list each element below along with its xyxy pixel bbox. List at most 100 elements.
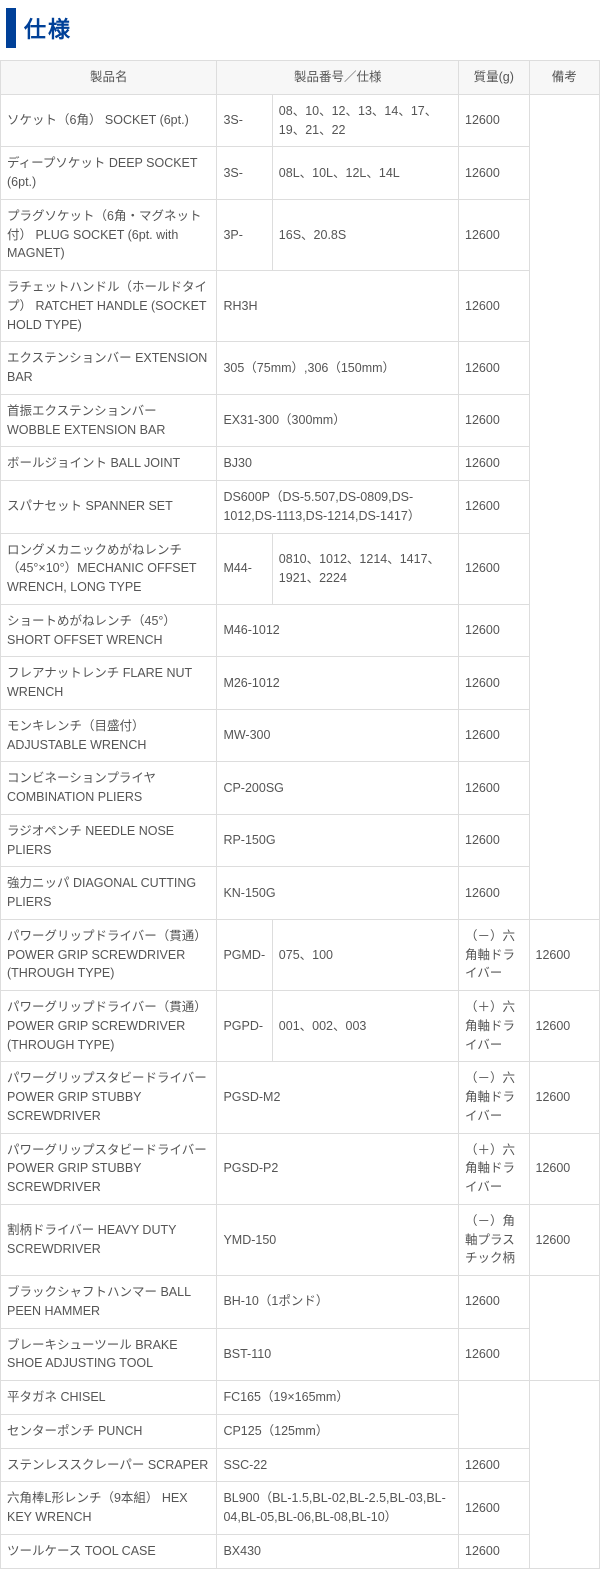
table-row: コンビネーションプライヤ COMBINATION PLIERSCP-200SG1… bbox=[1, 762, 600, 815]
cell-mass: 12600 bbox=[459, 342, 529, 395]
cell-name: モンキレンチ（目盛付） ADJUSTABLE WRENCH bbox=[1, 709, 217, 762]
cell-name: ラチェットハンドル（ホールドタイプ） RATCHET HANDLE (SOCKE… bbox=[1, 271, 217, 342]
th-name: 製品名 bbox=[1, 61, 217, 95]
cell-name: 首振エクステンションバー WOBBLE EXTENSION BAR bbox=[1, 394, 217, 447]
cell-note: 12600 bbox=[529, 919, 600, 990]
cell-mass: （＋）六角軸ドライバー bbox=[459, 1133, 529, 1204]
cell-mass: （－）角軸プラスチック柄 bbox=[459, 1204, 529, 1275]
table-row: 首振エクステンションバー WOBBLE EXTENSION BAREX31-30… bbox=[1, 394, 600, 447]
cell-mass: 12600 bbox=[459, 199, 529, 270]
cell-spec: M46-1012 bbox=[217, 604, 459, 657]
cell-name: 六角棒L形レンチ（9本組） HEX KEY WRENCH bbox=[1, 1482, 217, 1535]
cell-spec: 08L、10L、12L、14L bbox=[272, 147, 458, 200]
th-note: 備考 bbox=[529, 61, 600, 95]
cell-name: ブラックシャフトハンマー BALL PEEN HAMMER bbox=[1, 1276, 217, 1329]
cell-spec: MW-300 bbox=[217, 709, 459, 762]
cell-mass bbox=[459, 1381, 529, 1449]
cell-spec: 08、10、12、13、14、17、19、21、22 bbox=[272, 94, 458, 147]
cell-spec: KN-150G bbox=[217, 867, 459, 920]
cell-note: 12600 bbox=[529, 991, 600, 1062]
table-row: パワーグリップスタビードライバー POWER GRIP STUBBY SCREW… bbox=[1, 1062, 600, 1133]
cell-code: M44- bbox=[217, 533, 272, 604]
cell-spec: 0810、1012、1214、1417、1921、2224 bbox=[272, 533, 458, 604]
cell-name: ロングメカニックめがねレンチ（45°×10°）MECHANIC OFFSET W… bbox=[1, 533, 217, 604]
cell-mass: 12600 bbox=[459, 94, 529, 147]
table-row: ブレーキシューツール BRAKE SHOE ADJUSTING TOOLBST-… bbox=[1, 1328, 600, 1381]
table-row: 強力ニッパ DIAGONAL CUTTING PLIERSKN-150G1260… bbox=[1, 867, 600, 920]
table-row: ラジオペンチ NEEDLE NOSE PLIERSRP-150G12600 bbox=[1, 814, 600, 867]
cell-name: 割柄ドライバー HEAVY DUTY SCREWDRIVER bbox=[1, 1204, 217, 1275]
table-row: ロングメカニックめがねレンチ（45°×10°）MECHANIC OFFSET W… bbox=[1, 533, 600, 604]
cell-mass: 12600 bbox=[459, 657, 529, 710]
table-row: ディープソケット DEEP SOCKET (6pt.)3S-08L、10L、12… bbox=[1, 147, 600, 200]
cell-spec: SSC-22 bbox=[217, 1448, 459, 1482]
cell-name: センターポンチ PUNCH bbox=[1, 1414, 217, 1448]
cell-spec: 075、100 bbox=[272, 919, 458, 990]
cell-spec: FC165（19×165mm） bbox=[217, 1381, 459, 1415]
cell-mass: 12600 bbox=[459, 1448, 529, 1482]
cell-mass: 12600 bbox=[459, 1482, 529, 1535]
cell-name: ステンレススクレーパー SCRAPER bbox=[1, 1448, 217, 1482]
cell-name: ショートめがねレンチ（45°） SHORT OFFSET WRENCH bbox=[1, 604, 217, 657]
cell-name: ブレーキシューツール BRAKE SHOE ADJUSTING TOOL bbox=[1, 1328, 217, 1381]
table-row: ソケット（6角） SOCKET (6pt.)3S-08、10、12、13、14、… bbox=[1, 94, 600, 147]
cell-name: パワーグリップドライバー（貫通） POWER GRIP SCREWDRIVER … bbox=[1, 919, 217, 990]
cell-note bbox=[529, 1276, 600, 1381]
cell-name: フレアナットレンチ FLARE NUT WRENCH bbox=[1, 657, 217, 710]
table-row: パワーグリップドライバー（貫通） POWER GRIP SCREWDRIVER … bbox=[1, 991, 600, 1062]
cell-mass: 12600 bbox=[459, 867, 529, 920]
cell-note: 12600 bbox=[529, 1133, 600, 1204]
cell-spec: PGSD-M2 bbox=[217, 1062, 459, 1133]
cell-name: ディープソケット DEEP SOCKET (6pt.) bbox=[1, 147, 217, 200]
cell-spec: DS600P（DS-5.507,DS-0809,DS-1012,DS-1113,… bbox=[217, 481, 459, 534]
cell-name: 強力ニッパ DIAGONAL CUTTING PLIERS bbox=[1, 867, 217, 920]
table-row: ラチェットハンドル（ホールドタイプ） RATCHET HANDLE (SOCKE… bbox=[1, 271, 600, 342]
cell-name: エクステンションバー EXTENSION BAR bbox=[1, 342, 217, 395]
table-row: パワーグリップドライバー（貫通） POWER GRIP SCREWDRIVER … bbox=[1, 919, 600, 990]
cell-spec: BL900（BL-1.5,BL-02,BL-2.5,BL-03,BL-04,BL… bbox=[217, 1482, 459, 1535]
cell-spec: BX430 bbox=[217, 1534, 459, 1568]
cell-mass: 12600 bbox=[459, 604, 529, 657]
cell-mass: （－）六角軸ドライバー bbox=[459, 919, 529, 990]
table-row: ツールケース TOOL CASEBX43012600 bbox=[1, 1534, 600, 1568]
cell-code: 3P- bbox=[217, 199, 272, 270]
cell-mass: 12600 bbox=[459, 147, 529, 200]
table-row: 割柄ドライバー HEAVY DUTY SCREWDRIVERYMD-150（－）… bbox=[1, 1204, 600, 1275]
cell-spec: YMD-150 bbox=[217, 1204, 459, 1275]
cell-spec: EX31-300（300mm） bbox=[217, 394, 459, 447]
cell-mass: 12600 bbox=[459, 533, 529, 604]
cell-name: ボールジョイント BALL JOINT bbox=[1, 447, 217, 481]
cell-name: ラジオペンチ NEEDLE NOSE PLIERS bbox=[1, 814, 217, 867]
cell-note bbox=[529, 94, 600, 919]
cell-name: パワーグリップスタビードライバー POWER GRIP STUBBY SCREW… bbox=[1, 1062, 217, 1133]
cell-name: スパナセット SPANNER SET bbox=[1, 481, 217, 534]
cell-mass: 12600 bbox=[459, 814, 529, 867]
table-row: ブラックシャフトハンマー BALL PEEN HAMMERBH-10（1ポンド）… bbox=[1, 1276, 600, 1329]
cell-code: PGMD- bbox=[217, 919, 272, 990]
cell-spec: CP-200SG bbox=[217, 762, 459, 815]
cell-code: 3S- bbox=[217, 94, 272, 147]
cell-code: 3S- bbox=[217, 147, 272, 200]
cell-name: パワーグリップドライバー（貫通） POWER GRIP SCREWDRIVER … bbox=[1, 991, 217, 1062]
cell-mass: 12600 bbox=[459, 1276, 529, 1329]
th-mass: 質量(g) bbox=[459, 61, 529, 95]
cell-spec: PGSD-P2 bbox=[217, 1133, 459, 1204]
cell-spec: M26-1012 bbox=[217, 657, 459, 710]
cell-spec: BJ30 bbox=[217, 447, 459, 481]
cell-mass: （－）六角軸ドライバー bbox=[459, 1062, 529, 1133]
cell-mass: 12600 bbox=[459, 447, 529, 481]
cell-mass: 12600 bbox=[459, 1534, 529, 1568]
spec-table: 製品名 製品番号／仕様 質量(g) 備考 ソケット（6角） SOCKET (6p… bbox=[0, 60, 600, 1569]
cell-mass: 12600 bbox=[459, 1328, 529, 1381]
cell-name: プラグソケット（6角・マグネット付） PLUG SOCKET (6pt. wit… bbox=[1, 199, 217, 270]
cell-name: ソケット（6角） SOCKET (6pt.) bbox=[1, 94, 217, 147]
table-row: フレアナットレンチ FLARE NUT WRENCHM26-101212600 bbox=[1, 657, 600, 710]
table-row: ボールジョイント BALL JOINTBJ3012600 bbox=[1, 447, 600, 481]
table-row: モンキレンチ（目盛付） ADJUSTABLE WRENCHMW-30012600 bbox=[1, 709, 600, 762]
page-title: 仕様 bbox=[6, 8, 594, 48]
header-row: 製品名 製品番号／仕様 質量(g) 備考 bbox=[1, 61, 600, 95]
cell-spec: 001、002、003 bbox=[272, 991, 458, 1062]
cell-name: 平タガネ CHISEL bbox=[1, 1381, 217, 1415]
cell-mass: 12600 bbox=[459, 709, 529, 762]
cell-spec: RH3H bbox=[217, 271, 459, 342]
